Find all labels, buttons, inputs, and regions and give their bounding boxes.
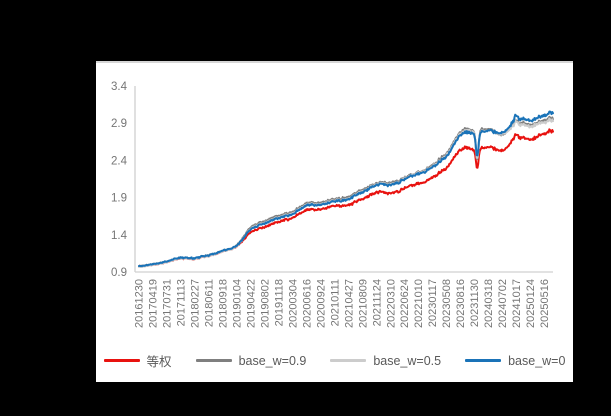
x-axis-tick-label: 20200304 <box>287 279 299 328</box>
x-axis-tick-label: 20210111 <box>329 279 341 326</box>
x-axis-tick-label: 20170419 <box>147 279 159 328</box>
legend-item-base-w-0: base_w=0 <box>465 354 565 368</box>
x-axis-tick-label: 20161230 <box>134 279 146 328</box>
y-axis-tick-label: 2.9 <box>111 118 127 130</box>
x-axis-tick-label: 20200924 <box>315 279 327 328</box>
x-axis-tick-label: 20250516 <box>539 279 551 328</box>
x-axis-tick-label: 20180918 <box>217 279 229 328</box>
x-axis-tick-label: 20241017 <box>511 279 523 328</box>
x-axis-tick-label: 20221010 <box>413 279 425 328</box>
x-axis-tick-label: 20250124 <box>525 279 537 328</box>
x-axis-tick-label: 20210809 <box>357 279 369 328</box>
x-axis-tick-label: 20190802 <box>259 279 271 328</box>
legend-line-swatch-base-w-09 <box>195 359 232 362</box>
legend-line-swatch-equal-weight <box>103 359 140 362</box>
legend-item-base-w-05: base_w=0.5 <box>330 354 441 368</box>
y-axis-tick-label: 3.4 <box>111 81 128 93</box>
legend-label: base_w=0 <box>508 353 566 368</box>
legend-item-base-w-09: base_w=0.9 <box>195 353 307 368</box>
x-axis-tick-label: 20230816 <box>455 279 467 328</box>
x-axis-tick-label: 20231130 <box>469 279 481 327</box>
x-axis-tick-label: 20210427 <box>343 279 355 328</box>
y-axis-tick-label: 0.9 <box>111 267 127 279</box>
x-axis-tick-label: 20200616 <box>301 279 313 328</box>
x-axis-tick-label: 20191118 <box>273 279 285 326</box>
x-axis-tick-label: 20220624 <box>399 279 411 328</box>
x-axis-tick-label: 20230508 <box>441 279 453 328</box>
y-axis-tick-label: 1.4 <box>111 230 128 242</box>
legend-label: base_w=0.9 <box>238 353 307 368</box>
y-axis-tick-label: 2.4 <box>111 155 128 167</box>
x-axis-tick-label: 20180611 <box>203 279 215 327</box>
x-axis-tick-label: 20230117 <box>427 279 439 327</box>
x-axis-tick-label: 20190422 <box>245 279 257 328</box>
x-axis-tick-label: 20240702 <box>497 279 509 328</box>
x-axis-tick-label: 20170731 <box>161 279 173 328</box>
legend-item-equal-weight: 等权 <box>103 351 172 370</box>
x-axis-tick-label: 20211124 <box>371 279 383 326</box>
y-axis-tick-label: 1.9 <box>111 193 127 205</box>
legend-label: base_w=0.5 <box>373 353 442 368</box>
chart-panel: 3.4 2.9 2.4 1.9 1.4 0.9 20161230 20170419 201707… <box>96 61 573 382</box>
x-axis-tick-label: 20190104 <box>231 279 243 328</box>
x-axis-tick-label: 20220310 <box>385 279 397 328</box>
line-chart: 3.4 2.9 2.4 1.9 1.4 0.9 20161230 20170419 201707… <box>111 81 554 328</box>
chart-legend: 等权 base_w=0.9 base_w=0.5 base_w=0 <box>96 351 573 370</box>
legend-line-swatch-base-w-05 <box>330 359 367 362</box>
legend-line-swatch-base-w-0 <box>465 359 502 362</box>
x-axis-tick-label: 20240318 <box>483 279 495 328</box>
legend-label: 等权 <box>146 355 172 369</box>
series-line-base-w-09 <box>138 115 554 268</box>
x-axis-tick-label: 20171113 <box>175 279 187 326</box>
series-line-base-w-0 <box>138 110 554 268</box>
x-axis-tick-label: 20180227 <box>189 279 201 328</box>
series-line-base-w-05 <box>138 117 554 268</box>
